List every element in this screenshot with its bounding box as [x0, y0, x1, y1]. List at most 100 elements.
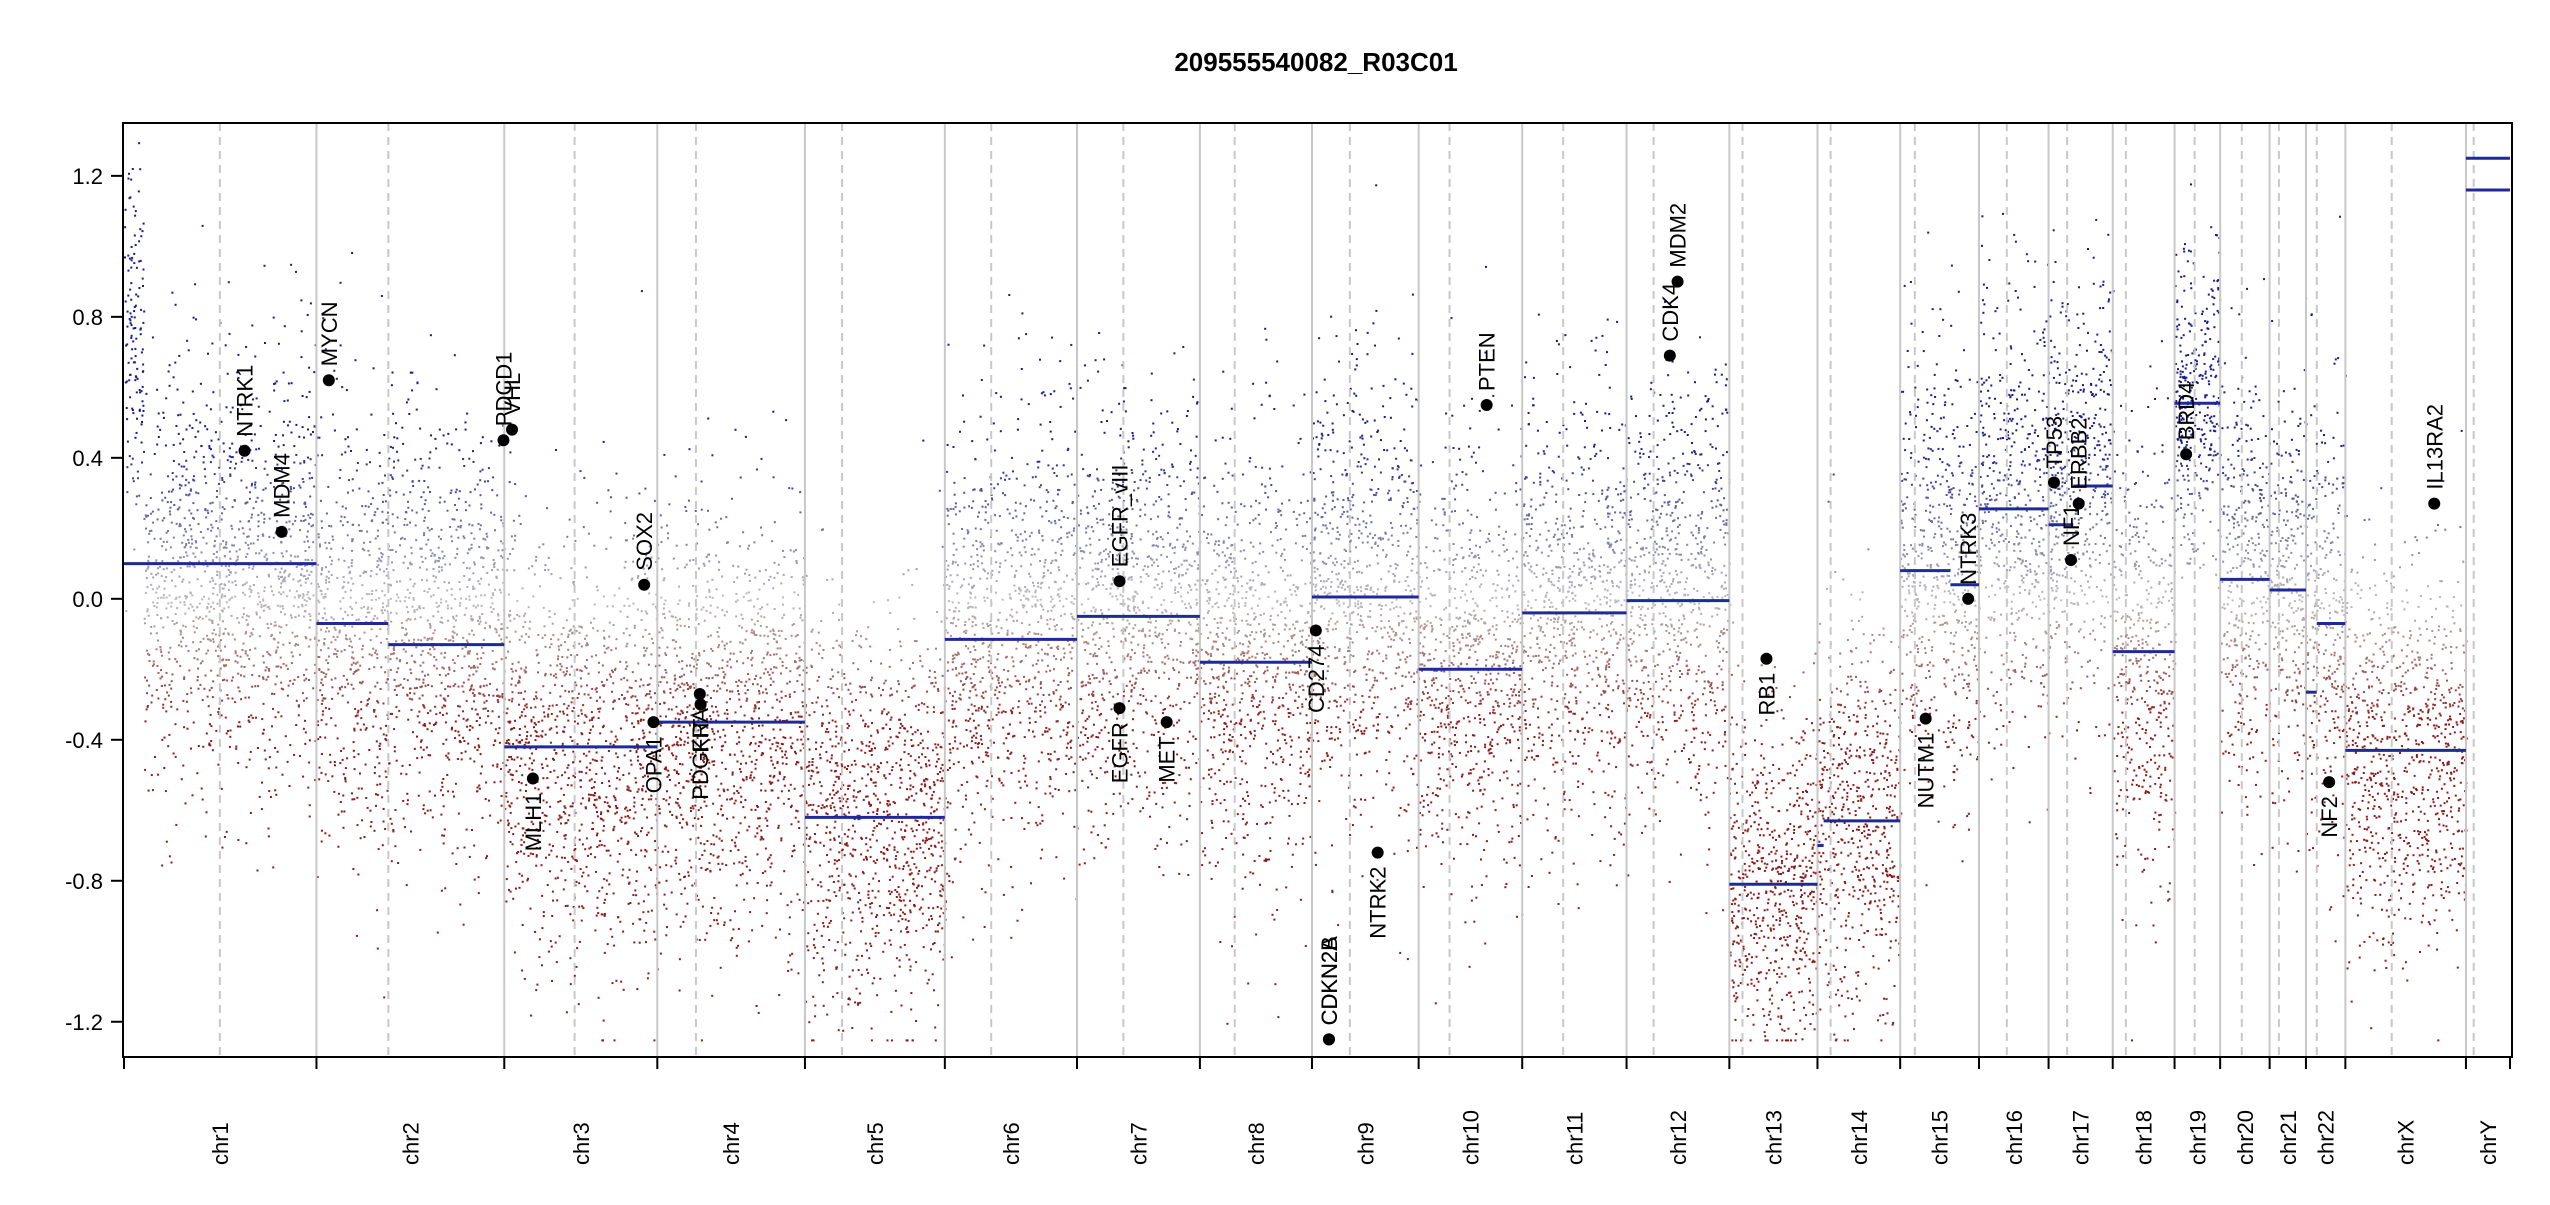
probe-point	[574, 540, 577, 543]
probe-point	[646, 816, 649, 819]
probe-point	[753, 678, 756, 680]
probe-point	[448, 666, 451, 669]
probe-point	[266, 623, 269, 625]
probe-point	[593, 617, 596, 620]
probe-point	[407, 718, 410, 721]
probe-point	[330, 616, 333, 619]
probe-point	[205, 516, 208, 519]
probe-point	[262, 732, 265, 735]
probe-point	[228, 332, 231, 335]
probe-point	[191, 794, 194, 797]
probe-point	[222, 540, 225, 543]
probe-point	[229, 467, 232, 469]
probe-point	[478, 623, 481, 626]
probe-point	[435, 601, 438, 604]
probe-point	[341, 505, 344, 508]
probe-point	[548, 853, 551, 856]
probe-point	[640, 718, 643, 721]
probe-point	[214, 633, 217, 636]
probe-point	[470, 666, 473, 669]
probe-point	[457, 655, 459, 657]
probe-point	[440, 528, 443, 531]
probe-point	[756, 683, 759, 686]
probe-point	[737, 927, 740, 930]
probe-point	[681, 710, 684, 713]
probe-point	[663, 767, 666, 770]
probe-point	[559, 816, 562, 819]
probe-point	[469, 757, 472, 760]
probe-point	[557, 818, 560, 821]
probe-point	[281, 580, 284, 583]
probe-point	[668, 796, 671, 799]
probe-point	[429, 754, 432, 757]
probe-point	[661, 629, 664, 632]
probe-point	[634, 695, 637, 698]
probe-point	[705, 718, 708, 721]
probe-point	[660, 526, 663, 529]
probe-point	[557, 655, 560, 658]
probe-point	[225, 575, 228, 578]
probe-point	[304, 742, 307, 745]
probe-point	[679, 618, 681, 620]
probe-point	[242, 584, 244, 587]
probe-point	[676, 619, 679, 622]
probe-point	[184, 612, 187, 615]
probe-point	[699, 785, 702, 788]
probe-point	[423, 519, 426, 522]
probe-point	[215, 550, 218, 553]
probe-point	[678, 958, 681, 961]
probe-point	[702, 759, 705, 762]
probe-point	[266, 557, 269, 560]
probe-point	[605, 879, 608, 882]
probe-point	[470, 547, 473, 550]
probe-point	[542, 685, 545, 688]
probe-point	[209, 580, 212, 583]
probe-point	[584, 806, 587, 809]
probe-point	[550, 727, 553, 730]
probe-point	[409, 561, 412, 564]
probe-point	[717, 855, 720, 858]
probe-point	[739, 650, 742, 653]
probe-point	[128, 172, 130, 175]
probe-point	[510, 677, 513, 680]
probe-point	[288, 528, 291, 531]
probe-point	[409, 692, 411, 694]
probe-point	[624, 815, 627, 818]
probe-point	[678, 782, 680, 785]
probe-point	[588, 797, 591, 800]
probe-point	[725, 864, 728, 867]
probe-point	[395, 422, 397, 425]
probe-point	[691, 656, 693, 659]
probe-point	[266, 606, 269, 609]
probe-point	[383, 582, 386, 585]
probe-point	[132, 340, 135, 343]
probe-point	[607, 804, 610, 807]
probe-point	[357, 753, 360, 756]
probe-point	[706, 580, 709, 583]
probe-point	[204, 559, 207, 562]
probe-point	[178, 354, 181, 357]
probe-point	[126, 491, 129, 494]
probe-point	[164, 790, 167, 793]
probe-point	[441, 666, 444, 669]
probe-point	[297, 594, 300, 597]
probe-point	[256, 575, 259, 578]
probe-point	[131, 409, 134, 412]
probe-point	[659, 952, 662, 955]
probe-point	[275, 675, 278, 678]
probe-point	[545, 856, 547, 859]
probe-point	[223, 583, 226, 586]
probe-point	[262, 655, 265, 658]
probe-point	[441, 834, 444, 837]
probe-point	[738, 545, 741, 548]
probe-point	[312, 594, 315, 597]
probe-point	[342, 674, 345, 677]
probe-point	[793, 591, 796, 594]
probe-point	[248, 566, 251, 569]
probe-point	[596, 589, 599, 592]
probe-point	[607, 489, 610, 492]
probe-point	[709, 611, 712, 614]
probe-point	[537, 830, 540, 832]
probe-point	[777, 796, 780, 799]
probe-point	[505, 764, 508, 767]
